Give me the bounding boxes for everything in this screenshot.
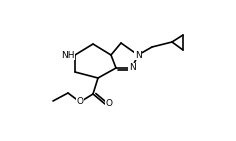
Text: N: N xyxy=(135,50,141,60)
Text: O: O xyxy=(105,100,113,109)
Text: N: N xyxy=(129,63,135,72)
Text: NH: NH xyxy=(61,50,75,60)
Text: O: O xyxy=(76,97,84,106)
